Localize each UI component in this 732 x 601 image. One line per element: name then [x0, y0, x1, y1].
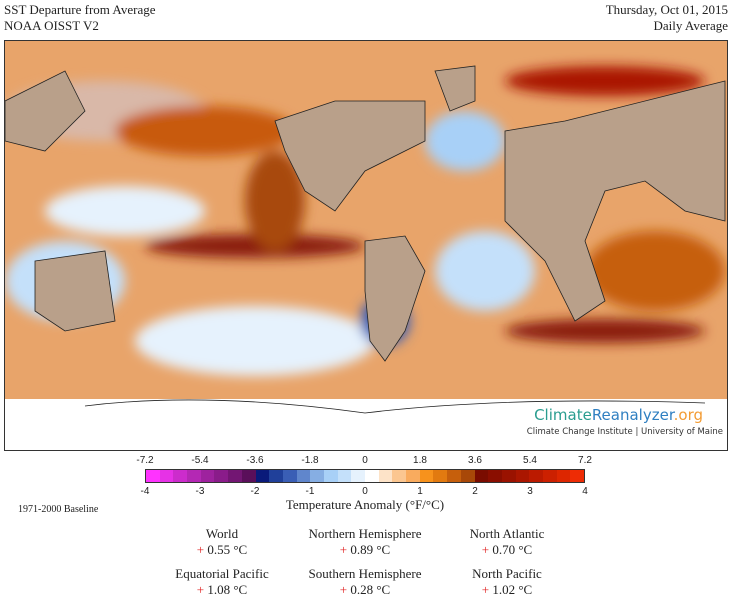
region-value: 0.89 °C [350, 542, 391, 557]
colorbar-segment [570, 470, 584, 482]
colorbar-tick-label: -1.8 [301, 455, 319, 466]
period-label: Daily Average [653, 18, 728, 33]
colorbar-segment [159, 470, 174, 482]
region-value: 0.28 °C [350, 582, 391, 597]
sign: + [196, 542, 205, 557]
map-title: SST Departure from Average [4, 2, 156, 17]
colorbar-tick-label: -3.6 [246, 455, 264, 466]
colorbar-tick-label: -7.2 [136, 455, 154, 466]
colorbar-tick-label: 3.6 [468, 455, 482, 466]
colorbar-segment [241, 470, 256, 482]
colorbar-segment [447, 470, 461, 482]
region-label: North Pacific [472, 566, 542, 581]
colorbar-segment [187, 470, 201, 482]
colorbar-tick-label: -5.4 [191, 455, 209, 466]
region-stat: World + 0.55 °C [152, 526, 292, 558]
colorbar-segment [419, 470, 434, 482]
colorbar-tick-label: -4 [140, 486, 150, 497]
colorbar-tick-label: 7.2 [578, 455, 592, 466]
colorbar-segment [255, 470, 270, 482]
colorbar-segment [146, 470, 160, 482]
colorbar-segment [365, 470, 379, 482]
region-value: 1.02 °C [492, 582, 533, 597]
sign: + [339, 582, 348, 597]
date-label: Thursday, Oct 01, 2015 [605, 2, 728, 17]
colorbar-segment [269, 470, 283, 482]
colorbar-tick-label: 5.4 [523, 455, 537, 466]
colorbar-tick-label: 1 [417, 486, 423, 497]
colorbar-segment [529, 470, 543, 482]
colorbar-segment [378, 470, 393, 482]
land-masses [5, 65, 726, 362]
institution-label: Climate Change Institute | University of… [526, 427, 723, 437]
region-label: Southern Hemisphere [308, 566, 422, 581]
climate-reanalyzer-logo: ClimateReanalyzer.org [534, 406, 703, 424]
sst-anomaly-map: ClimateReanalyzer.org Climate Change Ins… [4, 40, 728, 451]
region-value: 0.70 °C [492, 542, 533, 557]
colorbar-tick-label: 2 [472, 486, 478, 497]
colorbar-segment [337, 470, 352, 482]
colorbar-segment [515, 470, 530, 482]
colorbar-segment [392, 470, 407, 482]
region-label: Equatorial Pacific [175, 566, 269, 581]
colorbar-segment [406, 470, 420, 482]
sign: + [481, 582, 490, 597]
colorbar-segment [474, 470, 489, 482]
colorbar-tick-label: 3 [527, 486, 533, 497]
colorbar-segment [488, 470, 502, 482]
colorbar-segment [173, 470, 188, 482]
dataset-label: NOAA OISST V2 [4, 18, 99, 33]
colorbar-segment [556, 470, 571, 482]
region-stat: Equatorial Pacific + 1.08 °C [152, 566, 292, 598]
colorbar-tick-label: -3 [195, 486, 205, 497]
region-stat: Northern Hemisphere + 0.89 °C [295, 526, 435, 558]
colorbar-segment [200, 470, 215, 482]
region-label: World [205, 526, 239, 541]
baseline-label: 1971-2000 Baseline [18, 504, 99, 515]
sign: + [481, 542, 490, 557]
colorbar-segment [282, 470, 297, 482]
region-value: 0.55 °C [207, 542, 248, 557]
colorbar-segment [433, 470, 448, 482]
region-stat: North Atlantic + 0.70 °C [437, 526, 577, 558]
colorbar-segment [542, 470, 557, 482]
colorbar-segment [310, 470, 324, 482]
colorbar-segment [228, 470, 242, 482]
colorbar-tick-label: 4 [582, 486, 588, 497]
region-label: North Atlantic [469, 526, 545, 541]
colorbar-segment [323, 470, 338, 482]
colorbar-tick-label: 0 [362, 486, 368, 497]
region-stat: North Pacific + 1.02 °C [437, 566, 577, 598]
colorbar-title: Temperature Anomaly (°F/°C) [285, 497, 445, 512]
colorbar-tick-label: 1.8 [413, 455, 427, 466]
sign: + [339, 542, 348, 557]
region-value: 1.08 °C [207, 582, 248, 597]
sign: + [196, 582, 205, 597]
region-stat: Southern Hemisphere + 0.28 °C [295, 566, 435, 598]
colorbar-segment [351, 470, 365, 482]
colorbar-tick-label: 0 [362, 455, 368, 466]
colorbar-segment [296, 470, 311, 482]
colorbar-segment [501, 470, 516, 482]
colorbar-segment [214, 470, 229, 482]
colorbar-tick-label: -1 [305, 486, 315, 497]
region-label: Northern Hemisphere [308, 526, 422, 541]
colorbar [145, 469, 585, 483]
colorbar-segment [460, 470, 475, 482]
colorbar-tick-label: -2 [250, 486, 260, 497]
